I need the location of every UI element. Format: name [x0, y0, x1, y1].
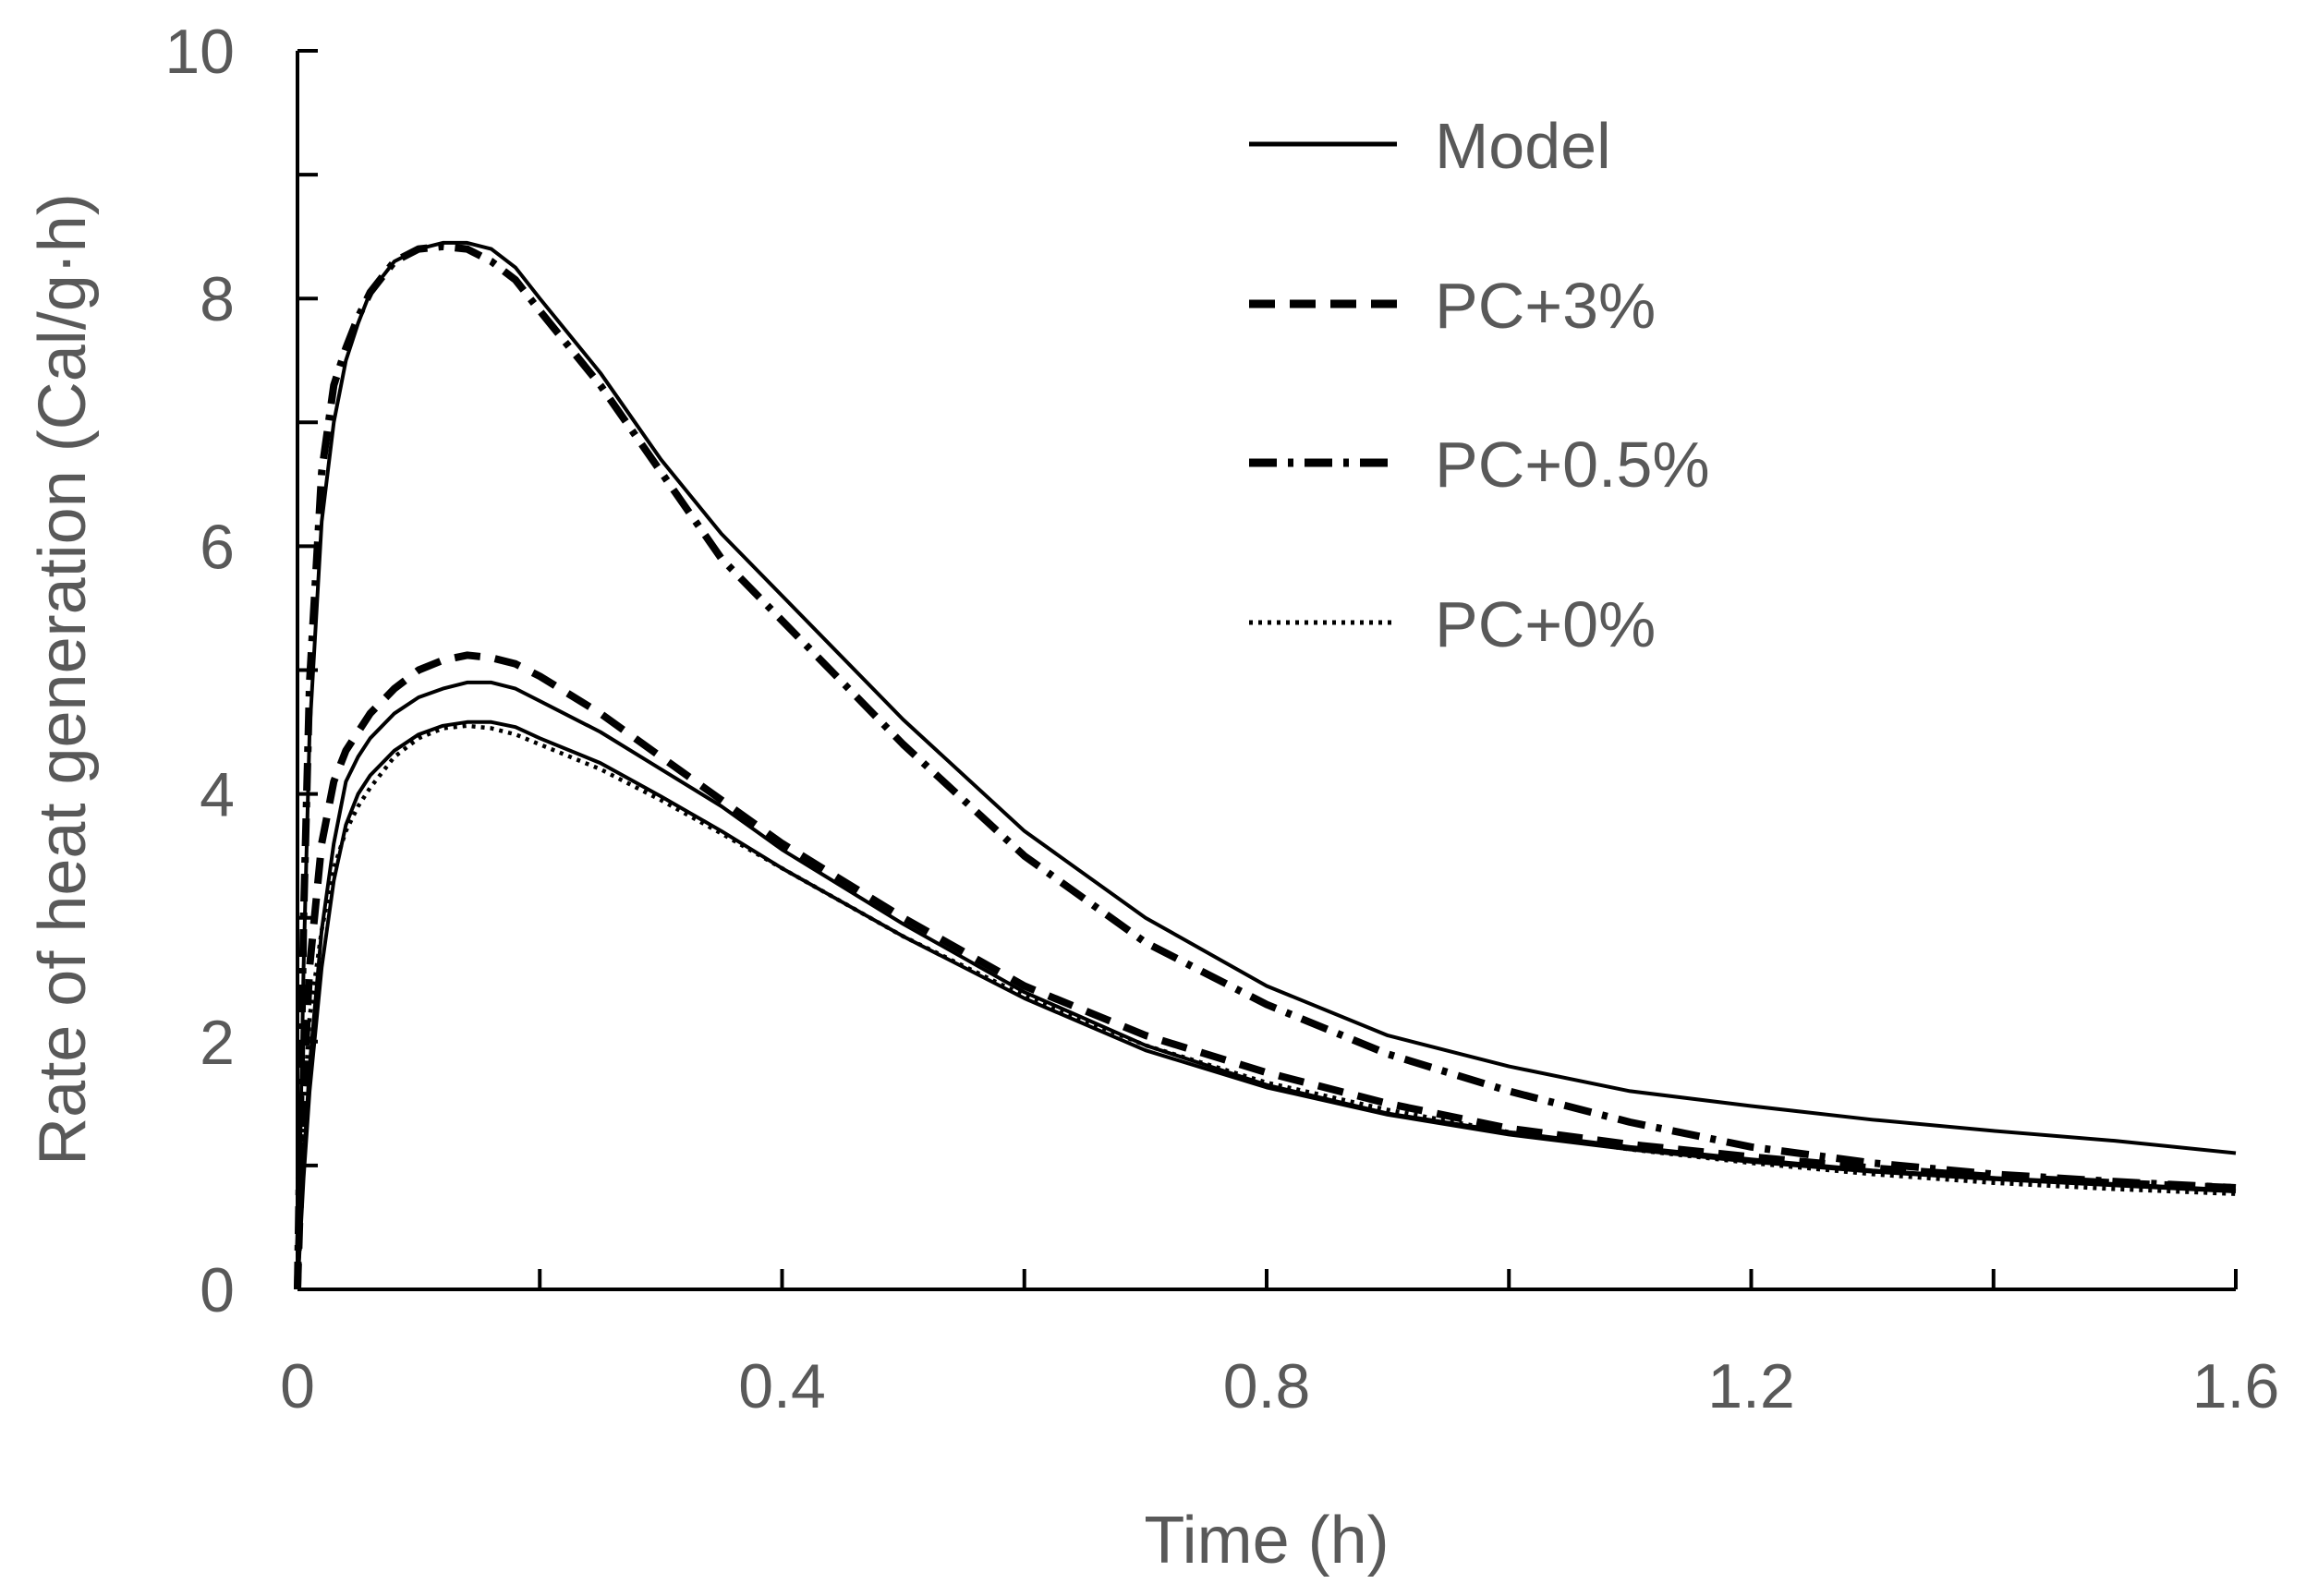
- legend-label-pc-0: PC+0%: [1435, 588, 1656, 660]
- legend-label-model: Model: [1435, 110, 1611, 182]
- x-tick-label: 0: [280, 1351, 315, 1421]
- legend-label-pc-3: PC+3%: [1435, 270, 1656, 342]
- series-line-solid-0: [296, 240, 2237, 1290]
- series-line-dotted-5: [295, 723, 2237, 1290]
- y-tick-label: 8: [200, 264, 235, 334]
- series-line-dashed-3: [294, 651, 2237, 1290]
- x-tick-label: 1.2: [1707, 1351, 1795, 1421]
- axis-tick-labels: 0 0.4 0.8 1.2 1.6 0 2 4 6 8 10: [164, 17, 2279, 1421]
- y-tick-label: 6: [200, 512, 235, 582]
- y-tick-label: 10: [164, 17, 235, 87]
- y-tick-label: 4: [200, 760, 235, 830]
- series-lines: [294, 240, 2237, 1290]
- legend-label-pc-0-5: PC+0.5%: [1435, 429, 1710, 501]
- y-axis-title: Rate of heat generation (Cal/g·h): [26, 193, 100, 1166]
- legend: Model PC+3% PC+0.5% PC+0%: [1249, 110, 1710, 660]
- series-line-dashdot-1: [294, 242, 2237, 1290]
- axes: [296, 51, 2236, 1291]
- series-line-solid-4: [296, 719, 2237, 1290]
- y-tick-label: 2: [200, 1008, 235, 1078]
- x-tick-label: 0.4: [738, 1351, 826, 1421]
- x-tick-label: 1.6: [2192, 1351, 2280, 1421]
- series-line-solid-2: [296, 680, 2237, 1290]
- axis-ticks: [297, 49, 2238, 1289]
- y-tick-label: 0: [200, 1255, 235, 1325]
- x-tick-label: 0.8: [1223, 1351, 1311, 1421]
- x-axis-title: Time (h): [1144, 1504, 1389, 1578]
